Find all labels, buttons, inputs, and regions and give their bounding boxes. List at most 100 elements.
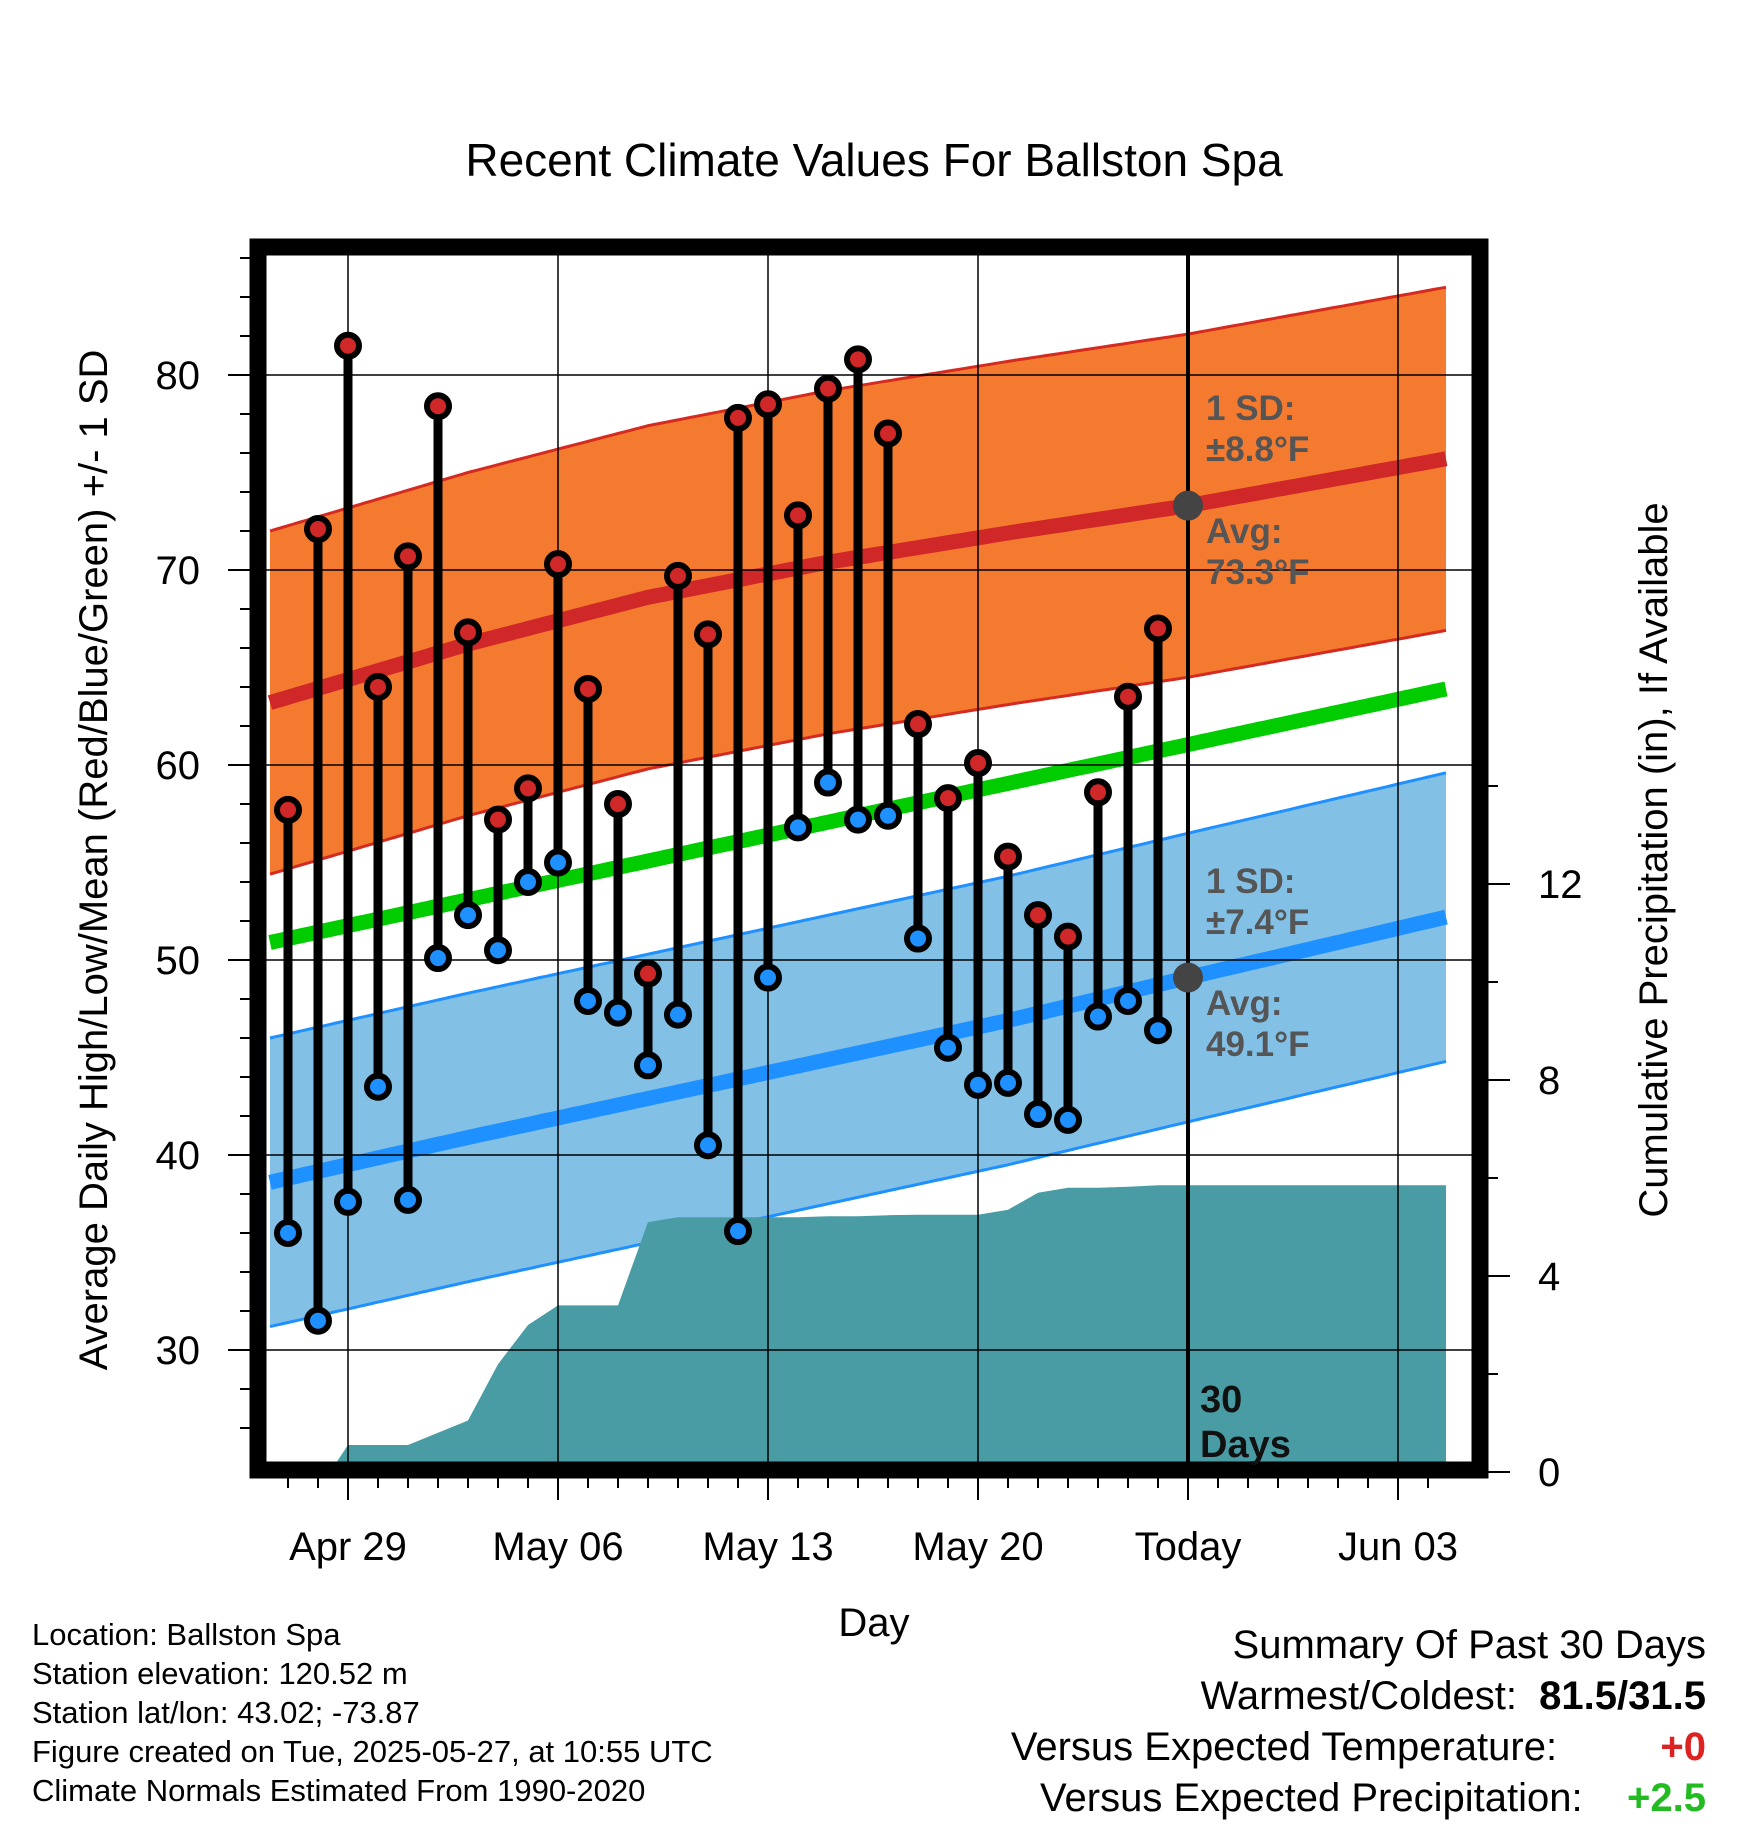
normals-text: Climate Normals Estimated From 1990-2020 [32,1773,646,1808]
high-point [484,805,512,834]
y-tick-label: 40 [156,1134,201,1178]
low-point [334,1187,362,1216]
precip-label: Versus Expected Precipitation: [1040,1776,1583,1820]
low-point [1144,1016,1172,1045]
x-axis-label: Day [838,1601,909,1645]
high-point [634,959,662,988]
observations [274,331,1203,1335]
high-avg-annotation: Avg: [1206,512,1282,551]
low-sd-annotation: ±7.4°F [1206,903,1309,942]
high-point [784,501,812,530]
days-label: 30 [1200,1379,1242,1421]
low-point [484,936,512,965]
high-point [1084,778,1112,807]
low-point [814,768,842,797]
high-point [994,842,1022,871]
created-text: Figure created on Tue, 2025-05-27, at 10… [32,1734,713,1769]
low-point [784,813,812,842]
high-point [814,374,842,403]
high-point [1114,682,1142,711]
summary-title: Summary Of Past 30 Days [1232,1623,1706,1667]
low-point [904,924,932,953]
precip-area [270,1185,1446,1472]
high-point [424,392,452,421]
low-band-upper-edge [269,771,1447,1040]
y2-tick-label: 12 [1538,863,1583,907]
high-sd-annotation: 1 SD: [1206,389,1295,428]
precip-value: +2.5 [1627,1776,1706,1820]
high-point [1054,922,1082,951]
x-tick-label: May 13 [702,1525,833,1569]
high-point [664,561,692,590]
low-avg-dot [1173,962,1203,993]
high-point [844,345,872,374]
high-point [754,390,782,419]
y-axis-label: Average Daily High/Low/Mean (Red/Blue/Gr… [72,350,116,1371]
chart-title: Recent Climate Values For Ballston Spa [465,134,1283,186]
high-point [604,790,632,818]
temp-value: +0 [1660,1725,1706,1769]
high-point [544,550,572,579]
low-point [364,1072,392,1101]
high-point [1024,901,1052,930]
temp-label: Versus Expected Temperature: [1010,1725,1558,1769]
high-point [574,674,602,703]
low-point [694,1131,722,1160]
low-point [574,986,602,1015]
high-point [934,784,962,813]
y2-tick-label: 8 [1538,1059,1560,1103]
summary-warm-row: Warmest/Coldest: 81.5/31.5 [1011,1671,1706,1722]
low-point [604,998,632,1027]
low-point [1024,1100,1052,1129]
low-point [874,801,902,830]
days-label: Days [1200,1424,1291,1466]
plot-frame [249,238,1489,1479]
high-point [454,618,482,647]
plot-border [249,238,1489,1479]
warm-label: Warmest/Coldest: [1200,1674,1517,1718]
normal-low-line [268,909,1448,1190]
low-point [394,1185,422,1214]
low-point [304,1306,332,1335]
high-point [274,795,302,824]
high-point [304,515,332,544]
x-tick-label: Apr 29 [289,1525,407,1569]
summary-temp-row: Versus Expected Temperature: +0 [1011,1722,1706,1773]
high-point [364,673,392,701]
y-tick-label: 60 [156,744,201,788]
low-point [544,848,572,877]
low-point [724,1217,752,1246]
low-sd-annotation: 1 SD: [1206,862,1295,901]
high-point [964,749,992,778]
location-text: Location: Ballston Spa [32,1617,341,1652]
high-point [694,620,722,649]
x-tick-label: May 06 [492,1525,623,1569]
elevation-text: Station elevation: 120.52 m [32,1656,408,1691]
summary-panel: Summary Of Past 30 Days Warmest/Coldest:… [1011,1620,1706,1824]
low-point [424,944,452,973]
station-info: Location: Ballston Spa Station elevation… [32,1615,713,1810]
latlon-text: Station lat/lon: 43.02; -73.87 [32,1695,420,1730]
high-point [514,774,542,803]
low-point [274,1219,302,1247]
low-avg-annotation: 49.1°F [1206,1025,1310,1064]
high-avg-dot [1173,490,1203,521]
x-tick-label: May 20 [912,1525,1043,1569]
y-tick-label: 70 [156,549,201,593]
high-point [904,710,932,739]
low-point [664,1000,692,1029]
y-tick-label: 30 [156,1329,201,1373]
low-point [634,1051,662,1080]
low-point [514,868,542,896]
y-tick-label: 50 [156,939,201,983]
low-point [1054,1105,1082,1134]
y2-tick-label: 0 [1538,1451,1560,1495]
axes: 30 40 50 60 70 80 0 4 8 12 Apr 29 May 06 May 13 May 2… [156,257,1583,1569]
high-point [394,542,422,571]
low-point [994,1068,1022,1097]
high-point [1144,614,1172,643]
warm-value: 81.5/31.5 [1539,1674,1706,1718]
low-point [454,901,482,930]
